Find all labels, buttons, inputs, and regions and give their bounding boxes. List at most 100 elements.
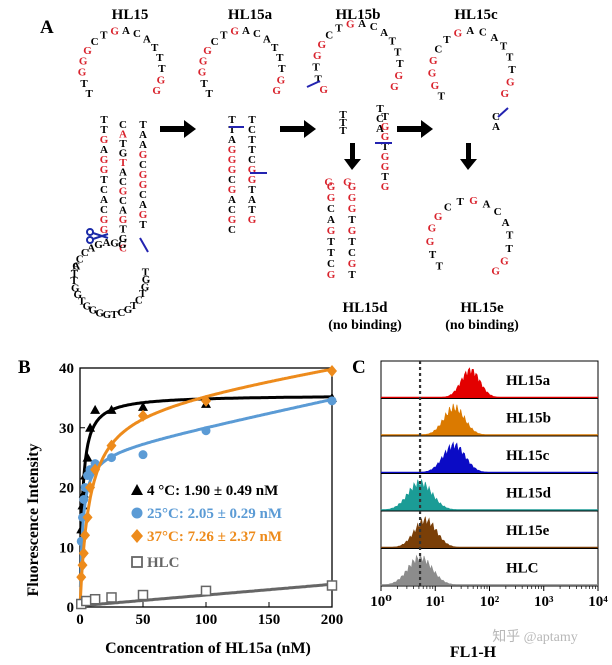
- data-point: [327, 364, 337, 377]
- data-point: [327, 396, 337, 406]
- data-point: [89, 593, 101, 605]
- nucleotide: G: [348, 181, 357, 193]
- data-point: [85, 422, 96, 432]
- x-tick-label: 10²: [480, 594, 500, 610]
- nucleotide: T: [228, 124, 236, 136]
- data-point: [85, 481, 96, 494]
- nucleotide: A: [376, 123, 384, 135]
- nucleotide: G: [230, 26, 239, 38]
- nucleotide: T: [506, 243, 514, 255]
- legend-entry-37c: 37°C: 7.26 ± 2.37 nM: [147, 529, 283, 545]
- nucleotide: T: [506, 52, 514, 64]
- track-label: HL15d: [506, 486, 552, 502]
- nucleotide: G: [103, 309, 112, 321]
- track-label: HL15c: [506, 448, 550, 464]
- nucleotide: C: [228, 224, 236, 236]
- data-point: [78, 547, 89, 560]
- nucleotide: T: [119, 224, 127, 236]
- track-label: HLC: [506, 561, 539, 577]
- nucleotide: T: [206, 88, 214, 100]
- nucleotide: T: [429, 249, 437, 261]
- nucleotide: A: [143, 34, 151, 46]
- nucleotide: G: [248, 214, 257, 226]
- nucleotide: T: [151, 42, 159, 54]
- nucleotide: G: [434, 211, 443, 223]
- nucleotide: G: [139, 179, 148, 191]
- data-point: [81, 595, 92, 607]
- track-label: HL15e: [506, 523, 550, 539]
- data-point: [80, 529, 91, 542]
- nucleotide: G: [79, 55, 88, 67]
- nucleotide: G: [74, 289, 83, 301]
- nucleotide: G: [100, 164, 109, 176]
- nucleotide: T: [139, 119, 147, 131]
- x-tick-label: 10³: [534, 594, 554, 610]
- histogram-track: HL15d: [380, 473, 599, 512]
- nucleotide: G: [426, 236, 435, 248]
- histogram-track: HL15e: [380, 510, 599, 549]
- nucleotide: G: [348, 192, 357, 204]
- nucleotide: A: [87, 242, 95, 254]
- x-tick-label: 100: [195, 612, 218, 628]
- data-point: [77, 559, 88, 572]
- data-point: [138, 409, 148, 422]
- nucleotide: G: [228, 184, 237, 196]
- nucleotide: T: [248, 134, 256, 146]
- nucleotide: C: [72, 261, 80, 273]
- nucleotide: A: [502, 217, 510, 229]
- nucleotide: G: [381, 161, 390, 173]
- nucleotide: C: [119, 176, 127, 188]
- nucleotide: C: [327, 258, 335, 270]
- nucleotide: T: [456, 196, 464, 208]
- nucleotide: G: [119, 186, 128, 198]
- nucleotide: G: [381, 131, 390, 143]
- nucleotide: G: [348, 258, 357, 270]
- nucleotide: C: [376, 113, 384, 125]
- nucleotide: G: [228, 144, 237, 156]
- nucleotide: G: [272, 85, 281, 97]
- nucleotide: G: [100, 214, 109, 226]
- nucleotide: G: [203, 45, 212, 57]
- legend-entry-hlc: HLC: [147, 555, 180, 571]
- nucleotide: T: [327, 247, 335, 259]
- legend-marker-icon: [131, 507, 143, 519]
- nucleotide: T: [139, 219, 147, 231]
- nucleotide: G: [228, 154, 237, 166]
- nucleotide: T: [100, 114, 108, 126]
- x-tick-label: 10¹: [426, 594, 446, 610]
- nucleotide: G: [95, 307, 104, 319]
- nucleotide: T: [228, 114, 236, 126]
- y-tick-label: 10: [59, 540, 74, 556]
- nucleotide: T: [381, 171, 389, 183]
- nucleotide: T: [130, 300, 138, 312]
- product-note-hl15e: (no binding): [445, 318, 519, 333]
- y-axis-label: Fluorescence Intensity: [25, 443, 42, 596]
- nucleotide: A: [119, 167, 127, 179]
- nucleotide: A: [228, 194, 236, 206]
- nucleotide: T: [276, 52, 284, 64]
- nucleotide: G: [324, 177, 333, 189]
- nucleotide: T: [339, 117, 347, 129]
- legend-entry-25c: 25°C: 2.05 ± 0.29 nM: [147, 506, 283, 522]
- nucleotide: T: [339, 125, 347, 137]
- nucleotide: T: [139, 288, 147, 300]
- product-note-hl15d: (no binding): [328, 318, 402, 333]
- nucleotide: G: [327, 225, 336, 237]
- nucleotide: T: [271, 42, 279, 54]
- chart-axes: 0 50 100 150 200 0 10 20 30 40: [59, 361, 343, 628]
- nucleotide: C: [81, 247, 89, 259]
- arrow-icon: [344, 143, 361, 170]
- nucleotide: C: [117, 307, 125, 319]
- structure-label-hl15c: HL15c: [454, 7, 498, 23]
- nucleotide: G: [381, 151, 390, 163]
- nucleotide: A: [242, 25, 250, 37]
- data-point: [107, 453, 116, 463]
- nucleotide: A: [492, 121, 500, 133]
- data-point: [137, 589, 149, 601]
- x-tick-label: 10⁰: [370, 594, 392, 610]
- nucleotide: T: [443, 34, 451, 46]
- nucleotide: A: [327, 214, 335, 226]
- legend-entry-4c: 4 °C: 1.90 ± 0.49 nM: [147, 483, 279, 499]
- nucleotide: G: [100, 134, 109, 146]
- nucleotide: T: [381, 141, 389, 153]
